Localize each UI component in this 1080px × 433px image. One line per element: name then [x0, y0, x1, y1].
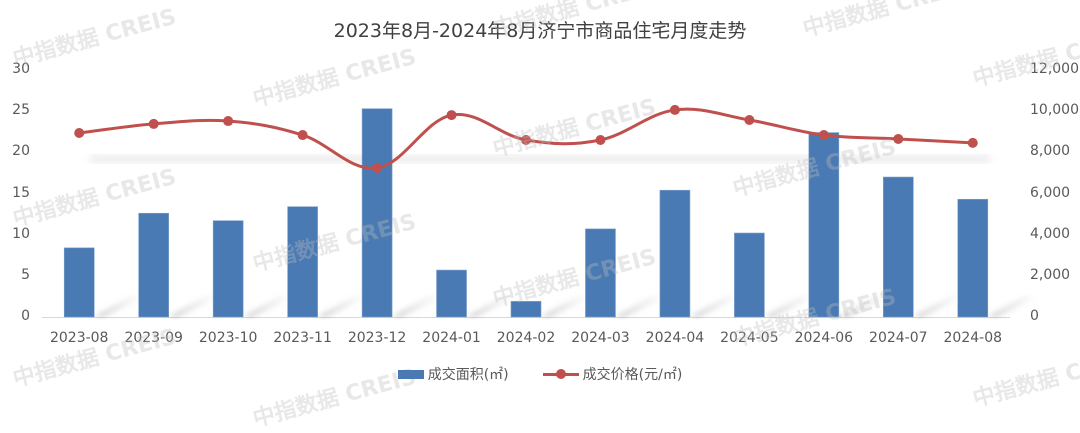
x-tick: 2023-09 — [124, 330, 183, 346]
line-marker — [446, 110, 457, 121]
y-tick-left: 0 — [21, 308, 30, 324]
line-marker — [669, 104, 680, 115]
y-tick-left: 15 — [12, 184, 30, 201]
bar — [436, 269, 467, 318]
line-marker — [595, 134, 606, 145]
y-tick-left: 20 — [12, 143, 30, 160]
y-tick-right: 12,000 — [1030, 61, 1079, 77]
bar — [510, 301, 542, 318]
bar — [808, 132, 840, 318]
line-marker — [744, 115, 755, 126]
x-tick: 2023-12 — [347, 330, 407, 346]
x-tick: 2024-01 — [422, 330, 481, 346]
legend-label: 成交面积(㎡) — [427, 367, 509, 383]
x-tick: 2024-08 — [943, 330, 1003, 346]
line-marker-swatch-icon — [542, 368, 579, 380]
x-tick: 2024-03 — [571, 330, 630, 346]
bar — [585, 228, 616, 318]
bar — [883, 176, 914, 318]
y-tick-right: 10,000 — [1030, 102, 1079, 119]
x-tick: 2024-02 — [496, 330, 556, 346]
bar-swatch-icon — [397, 369, 424, 379]
line-marker — [297, 130, 308, 141]
line-marker — [148, 118, 159, 129]
bar — [138, 212, 169, 318]
x-tick: 2023-11 — [273, 330, 332, 346]
legend: 成交面积(㎡) 成交价格(元/㎡) — [0, 364, 1080, 384]
x-tick: 2023-08 — [49, 330, 109, 346]
y-tick-right: 0 — [1030, 308, 1039, 324]
chart-title: 2023年8月-2024年8月济宁市商品住宅月度走势 — [333, 20, 747, 42]
y-tick-right: 2,000 — [1030, 266, 1071, 283]
bar — [63, 247, 95, 318]
line-marker — [223, 116, 234, 127]
x-tick: 2024-05 — [720, 330, 779, 346]
y-tick-left: 10 — [12, 225, 30, 242]
y-tick-left: 25 — [12, 102, 30, 119]
y-tick-left: 5 — [21, 266, 30, 283]
y-tick-left: 30 — [12, 61, 30, 77]
bar — [361, 108, 393, 318]
line-marker — [74, 127, 85, 138]
legend-item-price: 成交价格(元/㎡) — [542, 364, 683, 384]
x-tick: 2023-10 — [198, 330, 258, 346]
bar — [734, 232, 765, 318]
bar — [287, 206, 318, 318]
legend-item-area: 成交面积(㎡) — [397, 364, 509, 384]
line-marker — [893, 133, 904, 144]
y-tick-right: 4,000 — [1030, 225, 1071, 242]
bar — [659, 189, 691, 318]
legend-label: 成交价格(元/㎡) — [582, 367, 683, 383]
x-tick: 2024-04 — [645, 330, 705, 346]
y-tick-right: 6,000 — [1030, 184, 1071, 201]
line-marker — [521, 134, 531, 145]
line-marker — [818, 130, 829, 141]
line-marker — [372, 162, 383, 173]
bar — [212, 220, 244, 318]
plot-area — [42, 104, 1038, 318]
y-tick-right: 8,000 — [1030, 143, 1071, 160]
x-tick: 2024-07 — [869, 330, 928, 346]
x-tick: 2024-06 — [794, 330, 854, 346]
bar — [957, 198, 989, 318]
line-marker — [967, 137, 978, 148]
